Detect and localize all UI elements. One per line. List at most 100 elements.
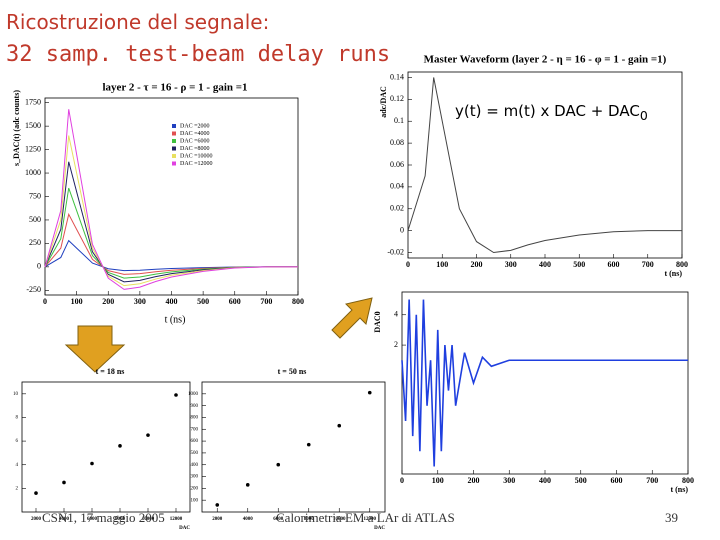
plot-frame bbox=[44, 97, 299, 296]
formula: y(t) = m(t) x DAC + DAC0 bbox=[455, 102, 648, 123]
y-tick-label: 0.08 bbox=[390, 138, 404, 147]
point bbox=[337, 423, 342, 428]
series-line bbox=[44, 161, 298, 283]
y-tick-label: 0.12 bbox=[390, 94, 404, 103]
slide-title: Ricostruzione del segnale: bbox=[6, 10, 270, 34]
y-tick-label: 0.02 bbox=[390, 204, 404, 213]
x-tick-label: 500 bbox=[197, 297, 209, 306]
legend-swatch bbox=[172, 146, 176, 151]
y-tick-label: 0 bbox=[37, 262, 41, 271]
x-tick-label: 600 bbox=[611, 476, 623, 485]
footer-left: CSN1, 17 maggio 2005 bbox=[42, 510, 165, 525]
x-axis-label: DAC bbox=[374, 526, 385, 531]
y-tick-label: 1500 bbox=[25, 121, 41, 130]
legend-swatch bbox=[172, 131, 176, 136]
point bbox=[367, 390, 372, 395]
y-tick-label: 0.14 bbox=[390, 72, 404, 81]
legend-label: DAC =12000 bbox=[180, 161, 213, 167]
arrow-diag bbox=[331, 297, 373, 339]
x-tick-label: 300 bbox=[134, 297, 146, 306]
y-tick-label: 0.1 bbox=[394, 116, 404, 125]
legend-label: DAC =10000 bbox=[180, 153, 213, 159]
y-tick-label: 250 bbox=[29, 238, 41, 247]
x-tick-label: 0 bbox=[406, 260, 410, 269]
x-tick-label: 100 bbox=[436, 260, 448, 269]
arrow-down bbox=[64, 325, 126, 373]
plot-frame bbox=[401, 291, 689, 475]
x-tick-label: 2000 bbox=[31, 517, 42, 522]
x-tick-label: 400 bbox=[539, 260, 551, 269]
x-tick-label: 10000 bbox=[333, 517, 346, 522]
footer-center: Calorimetria EM a LAr di ATLAS bbox=[276, 510, 455, 525]
point bbox=[245, 483, 250, 487]
y-tick-label: 500 bbox=[29, 215, 41, 224]
x-tick-label: 800 bbox=[676, 260, 688, 269]
x-tick-label: 100 bbox=[432, 476, 444, 485]
x-tick-label: 600 bbox=[229, 297, 241, 306]
legend-swatch bbox=[172, 154, 176, 158]
x-tick-label: 10000 bbox=[142, 517, 155, 522]
y-tick-label: 0.06 bbox=[390, 160, 404, 169]
y-tick-label: -0.02 bbox=[387, 247, 404, 256]
series-line bbox=[44, 239, 298, 272]
y-tick-label: 1000 bbox=[25, 168, 41, 177]
y-tick-label: 8 bbox=[16, 416, 19, 421]
y-tick-label: 2 bbox=[16, 487, 19, 492]
y-tick-label: 0 bbox=[400, 225, 404, 234]
series-line bbox=[407, 77, 682, 254]
point bbox=[276, 462, 281, 467]
x-tick-label: 200 bbox=[471, 260, 483, 269]
legend-label: DAC =6000 bbox=[180, 138, 210, 144]
x-tick-label: 0 bbox=[400, 476, 404, 485]
formula-sub: 0 bbox=[639, 108, 648, 123]
series-line bbox=[401, 299, 688, 467]
point bbox=[146, 433, 150, 437]
point bbox=[34, 491, 38, 495]
x-tick-label: 12000 bbox=[170, 517, 183, 522]
x-axis-label: DAC bbox=[179, 526, 190, 531]
y-tick-label: 6 bbox=[16, 439, 19, 444]
y-tick-label: 200 bbox=[191, 487, 199, 492]
y-tick-label: 300 bbox=[191, 475, 199, 480]
point bbox=[118, 444, 122, 448]
y-tick-label: 1000 bbox=[188, 392, 199, 397]
formula-text: y(t) = m(t) x DAC + DAC bbox=[455, 102, 640, 120]
y-tick-label: 750 bbox=[29, 191, 41, 200]
y-tick-label: 700 bbox=[191, 427, 199, 432]
x-tick-label: 400 bbox=[166, 297, 178, 306]
x-tick-label: 2000 bbox=[212, 517, 223, 522]
legend-label: DAC =8000 bbox=[180, 146, 210, 152]
x-tick-label: 4000 bbox=[59, 517, 70, 522]
y-axis-label: s_DAC(t) (adc counts) bbox=[12, 90, 21, 166]
x-tick-label: 800 bbox=[292, 297, 304, 306]
point bbox=[215, 503, 220, 507]
y-tick-label: 4 bbox=[16, 463, 19, 468]
y-tick-label: 900 bbox=[191, 404, 199, 409]
y-tick-label: 1750 bbox=[25, 98, 41, 107]
y-tick-label: -250 bbox=[26, 285, 41, 294]
x-tick-label: 4000 bbox=[243, 517, 254, 522]
x-tick-label: 8000 bbox=[115, 517, 126, 522]
x-tick-label: 800 bbox=[682, 476, 694, 485]
x-axis-label: t (ns) bbox=[165, 314, 186, 325]
x-tick-label: 500 bbox=[573, 260, 585, 269]
legend-swatch bbox=[172, 139, 176, 143]
plot-title: t = 18 ns bbox=[96, 367, 125, 376]
y-tick-label: 1250 bbox=[25, 144, 41, 153]
x-axis-label: t (ns) bbox=[670, 485, 688, 494]
x-tick-label: 6000 bbox=[273, 517, 284, 522]
y-tick-label: 600 bbox=[191, 439, 199, 444]
plot-frame bbox=[407, 71, 683, 259]
x-tick-label: 8000 bbox=[304, 517, 315, 522]
point bbox=[90, 461, 94, 466]
x-tick-label: 200 bbox=[468, 476, 480, 485]
plot-title: layer 2 - τ = 16 - ρ = 1 - gain =1 bbox=[102, 82, 247, 94]
x-tick-label: 300 bbox=[503, 476, 515, 485]
point bbox=[306, 442, 311, 447]
plot-frame bbox=[21, 381, 191, 513]
series-line bbox=[44, 109, 298, 290]
y-tick-label: 800 bbox=[191, 416, 199, 421]
y-tick-label: 100 bbox=[191, 498, 199, 503]
x-tick-label: 12000 bbox=[364, 517, 377, 522]
